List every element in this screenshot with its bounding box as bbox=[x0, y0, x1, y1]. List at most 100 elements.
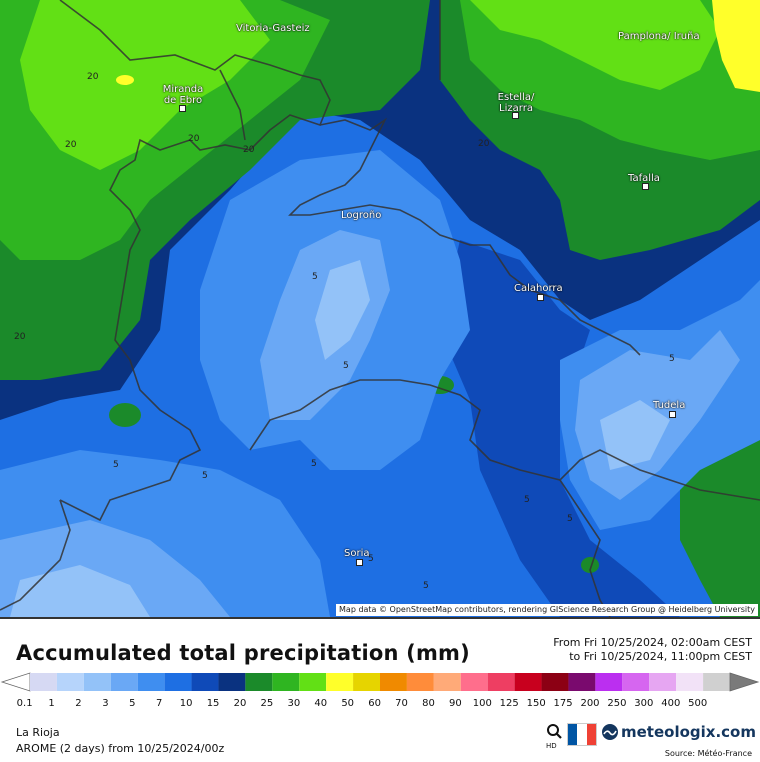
brand-globe-icon bbox=[602, 724, 618, 740]
scale-cell bbox=[326, 673, 354, 691]
border-rioja-south bbox=[249, 379, 760, 501]
city-miranda-de-ebro: Miranda de Ebro bbox=[162, 84, 204, 106]
precip-band-green-southeast bbox=[680, 440, 760, 617]
scale-label: 125 bbox=[499, 698, 519, 709]
scale-label: 90 bbox=[449, 698, 462, 709]
contour-label: 5 bbox=[311, 459, 317, 469]
scale-cell bbox=[110, 673, 138, 691]
map-canvas bbox=[0, 0, 760, 617]
border-soria-east bbox=[559, 479, 611, 617]
contour-label: 5 bbox=[368, 554, 374, 564]
precip-band-brightgreen-west bbox=[20, 0, 270, 170]
scale-label: 20 bbox=[233, 698, 247, 709]
brand-logo[interactable]: meteologix.com bbox=[601, 723, 756, 741]
contour-label: 5 bbox=[669, 354, 675, 364]
scale-cell bbox=[380, 673, 407, 691]
scale-cell bbox=[83, 673, 111, 691]
flag-stripe-blue bbox=[568, 724, 578, 745]
scale-cell bbox=[568, 673, 596, 691]
city-marker-calahorra bbox=[537, 294, 544, 301]
scale-label: 30 bbox=[287, 698, 301, 709]
city-marker-estella bbox=[512, 112, 519, 119]
map-attribution: Map data © OpenStreetMap contributors, r… bbox=[336, 604, 758, 616]
time-range-from: From Fri 10/25/2024, 02:00am CEST bbox=[553, 636, 752, 649]
scale-label: 0.1 bbox=[16, 698, 33, 709]
flag-stripe-red bbox=[586, 724, 596, 745]
scale-cell bbox=[460, 673, 488, 691]
scale-cell bbox=[299, 673, 327, 691]
contour-label: 5 bbox=[567, 514, 573, 524]
border-alava bbox=[219, 69, 246, 141]
contour-label: 5 bbox=[343, 361, 349, 371]
city-logrono: Logroño bbox=[341, 210, 382, 221]
scale-label: 400 bbox=[661, 698, 681, 709]
scale-cell bbox=[272, 673, 300, 691]
precip-spot-green-south bbox=[581, 557, 599, 573]
city-marker-soria bbox=[356, 559, 363, 566]
city-tudela: Tudela bbox=[653, 400, 686, 411]
scale-label: 100 bbox=[472, 698, 492, 709]
city-pamplona: Pamplona/ Iruña bbox=[618, 31, 700, 42]
scale-cell bbox=[245, 673, 273, 691]
scale-label: 5 bbox=[129, 698, 136, 709]
scale-cell bbox=[353, 673, 380, 691]
scale-arrow-right bbox=[729, 672, 760, 692]
scale-cell bbox=[30, 673, 57, 691]
city-vitoria-gasteiz: Vitoria-Gasteiz bbox=[236, 23, 310, 34]
scale-label: 200 bbox=[580, 698, 600, 709]
scale-label: 50 bbox=[341, 698, 355, 709]
brand-name: meteologix.com bbox=[621, 723, 756, 741]
scale-label: 7 bbox=[156, 698, 163, 709]
contour-label: 5 bbox=[312, 272, 318, 282]
map-title: Accumulated total precipitation (mm) bbox=[16, 641, 470, 665]
contour-label: 20 bbox=[65, 140, 77, 150]
precip-band-yellow bbox=[712, 0, 760, 92]
scale-label: 10 bbox=[179, 698, 193, 709]
hd-zoom-icon[interactable]: HD bbox=[546, 723, 562, 749]
city-marker-tudela bbox=[669, 411, 676, 418]
contour-label: 20 bbox=[478, 139, 490, 149]
border-rioja-north bbox=[288, 117, 641, 356]
hd-label: HD bbox=[546, 742, 557, 749]
scale-label: 25 bbox=[260, 698, 274, 709]
precipitation-map: Vitoria-Gasteiz Pamplona/ Iruña Miranda … bbox=[0, 0, 760, 617]
scale-cell bbox=[56, 673, 84, 691]
border-soria-west bbox=[0, 499, 71, 611]
region-name: La Rioja bbox=[16, 726, 60, 739]
france-flag-icon bbox=[567, 723, 597, 746]
scale-cell bbox=[703, 673, 730, 691]
precip-band-pale-blue-east bbox=[600, 400, 670, 470]
scale-cells bbox=[30, 673, 730, 691]
scale-label: 15 bbox=[206, 698, 220, 709]
scale-cell bbox=[541, 673, 569, 691]
flag-stripe-white bbox=[577, 724, 587, 745]
scale-cell bbox=[164, 673, 192, 691]
scale-cell bbox=[191, 673, 219, 691]
legend-footer: Accumulated total precipitation (mm) Fro… bbox=[0, 617, 760, 762]
scale-arrow-left bbox=[0, 672, 31, 692]
city-soria: Soria bbox=[344, 548, 370, 559]
precip-spot-yellow bbox=[116, 75, 134, 85]
scale-cell bbox=[649, 673, 677, 691]
scale-cell bbox=[487, 673, 515, 691]
scale-cell bbox=[137, 673, 165, 691]
scale-cell bbox=[676, 673, 704, 691]
city-tafalla: Tafalla bbox=[628, 173, 660, 184]
border-burgos bbox=[59, 0, 331, 522]
scale-label: 2 bbox=[75, 698, 82, 709]
contour-label: 5 bbox=[524, 495, 530, 505]
scale-label: 500 bbox=[688, 698, 708, 709]
city-marker-tafalla bbox=[642, 183, 649, 190]
scale-cell bbox=[595, 673, 623, 691]
color-scale-bar bbox=[0, 672, 760, 692]
scale-label: 40 bbox=[314, 698, 328, 709]
precip-band-brightgreen-east bbox=[470, 0, 720, 90]
time-range-to: to Fri 10/25/2024, 11:00pm CEST bbox=[569, 650, 752, 663]
scale-cell bbox=[514, 673, 542, 691]
scale-label: 250 bbox=[607, 698, 627, 709]
scale-label: 150 bbox=[526, 698, 546, 709]
model-run: AROME (2 days) from 10/25/2024/00z bbox=[16, 742, 225, 755]
scale-label: 3 bbox=[102, 698, 109, 709]
city-marker-miranda bbox=[179, 105, 186, 112]
precip-band-pale-blue-center bbox=[315, 260, 370, 360]
